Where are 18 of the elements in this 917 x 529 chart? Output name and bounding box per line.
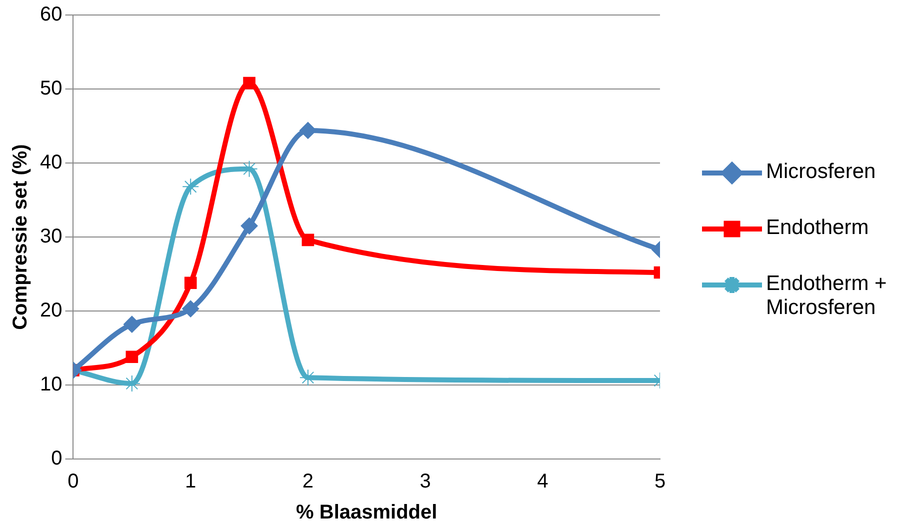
x-tick-label: 2 [302,470,314,493]
y-tick-label: 60 [40,4,62,26]
y-axis-title: Compressie set (%) [10,144,32,330]
legend-label: Endotherm [766,216,869,240]
x-tick-label: 1 [185,470,196,493]
y-tick-label: 40 [40,152,62,174]
y-tick-label: 30 [40,226,62,248]
legend-label: Endotherm + Microsferen [766,272,888,320]
x-tick-label: 0 [68,470,79,493]
x-tick-label: 5 [654,470,666,493]
legend-label: Microsferen [766,160,876,184]
x-axis-title: % Blaasmiddel [296,502,438,524]
y-tick-label: 0 [51,448,62,470]
y-tick-label: 20 [40,300,62,322]
x-tick-label: 3 [420,470,431,493]
y-tick-label: 10 [40,374,62,396]
y-tick-label: 50 [40,78,62,100]
x-tick-label: 4 [537,470,548,493]
